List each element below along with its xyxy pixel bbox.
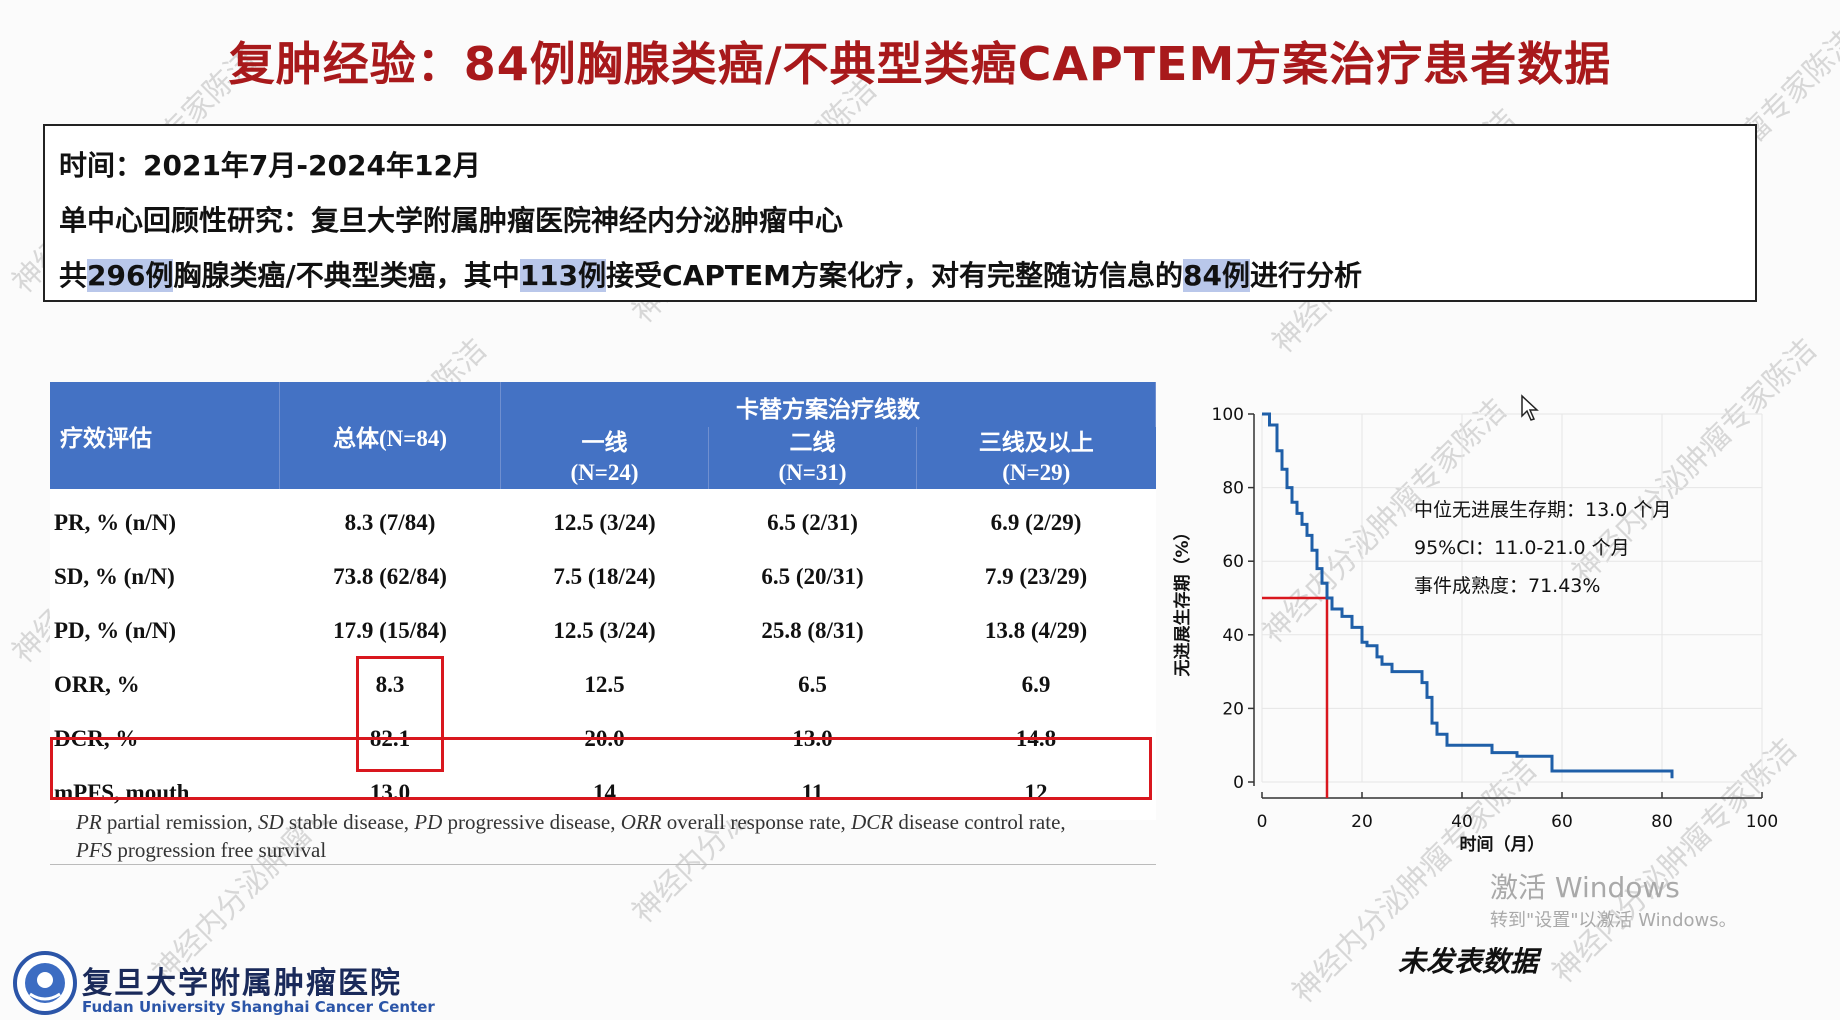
annotation-median: 中位无进展生存期：13.0 个月: [1414, 499, 1671, 521]
header-group: 卡替方案治疗线数: [500, 382, 1156, 427]
footnote-line2: PFS progression free survival: [76, 838, 327, 862]
table-row: ORR, % 8.3 12.5 6.5 6.9: [50, 658, 1156, 712]
highlight-analyzed: 84例: [1183, 259, 1250, 292]
table-footnote: PR partial remission, SD stable disease,…: [76, 808, 1066, 864]
x-axis-label: 时间（月）: [1460, 834, 1545, 855]
header-line2: 二线 (N=31): [708, 427, 917, 489]
chart-grid: [1261, 413, 1763, 783]
watermark-text: 神经内分泌肿瘤专家陈洁: [1255, 392, 1514, 651]
table-row: PD, % (n/N) 17.9 (15/84) 12.5 (3/24) 25.…: [50, 604, 1156, 658]
watermark-text: 神经内分泌肿瘤专家陈洁: [1565, 332, 1824, 591]
study-period: 时间：2021年7月-2024年12月: [59, 149, 481, 182]
y-tick-label: 60: [1222, 552, 1244, 572]
y-tick-label: 100: [1212, 405, 1244, 425]
study-design: 单中心回顾性研究：复旦大学附属肿瘤医院神经内分泌肿瘤中心: [59, 204, 844, 237]
x-tick-label: 60: [1551, 812, 1573, 832]
table-row: PR, % (n/N) 8.3 (7/84) 12.5 (3/24) 6.5 (…: [50, 489, 1156, 550]
annotation-ci: 95%CI：11.0-21.0 个月: [1414, 537, 1630, 559]
y-tick-label: 20: [1222, 699, 1244, 719]
watermark-text: 神经内分泌肿瘤专家陈洁: [1545, 732, 1804, 991]
x-tick-label: 100: [1746, 812, 1778, 832]
highlight-total: 296例: [87, 259, 174, 292]
study-cohort: 共296例胸腺类癌/不典型类癌，其中113例接受CAPTEM方案化疗，对有完整随…: [59, 259, 1362, 292]
y-tick-label: 40: [1222, 626, 1244, 646]
header-efficacy: 疗效评估: [50, 382, 280, 489]
highlight-captem: 113例: [519, 259, 607, 292]
x-tick-label: 40: [1451, 812, 1473, 832]
table-row: mPFS, mouth 13.0 14 11 12: [50, 766, 1156, 820]
median-lines: [1262, 596, 1329, 798]
footnote-line1: PR partial remission, SD stable disease,…: [76, 810, 1066, 834]
x-tick-label: 0: [1257, 812, 1268, 832]
unpublished-label: 未发表数据: [1398, 945, 1539, 978]
efficacy-table: 疗效评估 总体(N=84) 卡替方案治疗线数 一线 (N=24) 二线 (N=31)…: [50, 382, 1156, 820]
page-title: 复肿经验：84例胸腺类癌/不典型类癌CAPTEM方案治疗患者数据: [228, 37, 1612, 91]
y-tick-label: 80: [1222, 479, 1244, 499]
mouse-cursor-icon: [1521, 394, 1539, 421]
highlight-box-mpfs: [50, 737, 1152, 800]
header-overall: 总体(N=84): [279, 382, 501, 489]
y-axis-label: 无进展生存期（%）: [1172, 523, 1193, 677]
activate-windows-hint: 转到"设置"以激活 Windows。: [1490, 910, 1737, 931]
annotation-maturity: 事件成熟度：71.43%: [1414, 575, 1600, 597]
hospital-logo-icon: [13, 951, 77, 1015]
header-line1: 一线 (N=24): [500, 427, 709, 489]
header-line3plus: 三线及以上 (N=29): [916, 427, 1156, 489]
divider: [50, 864, 1156, 865]
table-row: SD, % (n/N) 73.8 (62/84) 7.5 (18/24) 6.5…: [50, 550, 1156, 604]
chart-ticks: 0 20 40 60 80 100 0 20 40 60 80 100: [1212, 405, 1779, 832]
x-tick-label: 20: [1351, 812, 1373, 832]
y-tick-label: 0: [1233, 773, 1244, 793]
study-info-box: 时间：2021年7月-2024年12月 单中心回顾性研究：复旦大学附属肿瘤医院神…: [43, 124, 1757, 302]
x-tick-label: 80: [1651, 812, 1673, 832]
hospital-name-cn: 复旦大学附属肿瘤医院: [82, 966, 402, 1001]
hospital-name-en: Fudan University Shanghai Cancer Center: [82, 998, 435, 1016]
highlight-box-overall: [356, 656, 444, 772]
km-curve: [1262, 412, 1674, 779]
activate-windows-title: 激活 Windows: [1490, 871, 1680, 904]
chart-axes: [1253, 414, 1762, 799]
